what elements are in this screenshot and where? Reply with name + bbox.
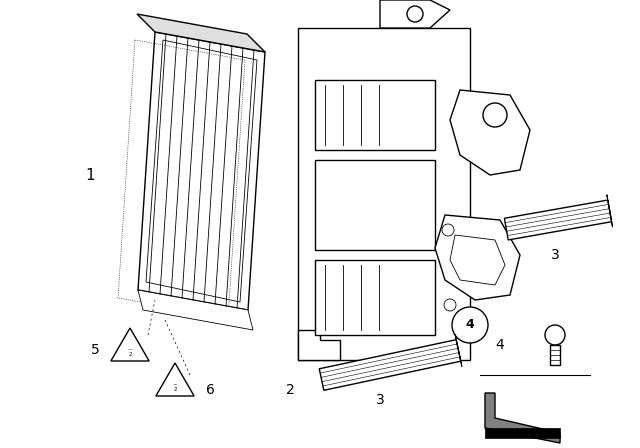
Circle shape bbox=[407, 6, 423, 22]
Polygon shape bbox=[319, 340, 461, 390]
Text: ~
2: ~ 2 bbox=[173, 383, 177, 392]
Bar bbox=[550, 345, 560, 365]
Polygon shape bbox=[485, 393, 560, 443]
Bar bbox=[315, 80, 435, 150]
Text: 6: 6 bbox=[205, 383, 214, 397]
Circle shape bbox=[452, 307, 488, 343]
Polygon shape bbox=[138, 290, 253, 330]
Polygon shape bbox=[111, 328, 149, 361]
Polygon shape bbox=[156, 363, 194, 396]
Circle shape bbox=[444, 299, 456, 311]
Polygon shape bbox=[607, 194, 612, 227]
Polygon shape bbox=[298, 28, 470, 360]
Polygon shape bbox=[504, 200, 612, 240]
Text: 1: 1 bbox=[85, 168, 95, 182]
Polygon shape bbox=[380, 0, 450, 28]
Polygon shape bbox=[450, 90, 530, 175]
Polygon shape bbox=[138, 32, 265, 310]
Bar bbox=[315, 260, 435, 335]
Text: 4: 4 bbox=[466, 319, 474, 332]
Circle shape bbox=[483, 103, 507, 127]
Text: 2: 2 bbox=[285, 383, 294, 397]
Text: 5: 5 bbox=[91, 343, 99, 357]
Polygon shape bbox=[450, 235, 505, 285]
Bar bbox=[485, 428, 560, 438]
Polygon shape bbox=[137, 14, 265, 52]
Text: 4: 4 bbox=[495, 338, 504, 352]
Bar bbox=[315, 160, 435, 250]
Text: 00180505: 00180505 bbox=[511, 430, 559, 440]
Polygon shape bbox=[435, 215, 520, 300]
Text: ~
2: ~ 2 bbox=[128, 348, 132, 357]
Circle shape bbox=[545, 325, 565, 345]
Text: 3: 3 bbox=[376, 393, 385, 407]
Polygon shape bbox=[298, 330, 340, 360]
Polygon shape bbox=[455, 334, 462, 366]
Text: 3: 3 bbox=[550, 248, 559, 262]
Circle shape bbox=[442, 224, 454, 236]
